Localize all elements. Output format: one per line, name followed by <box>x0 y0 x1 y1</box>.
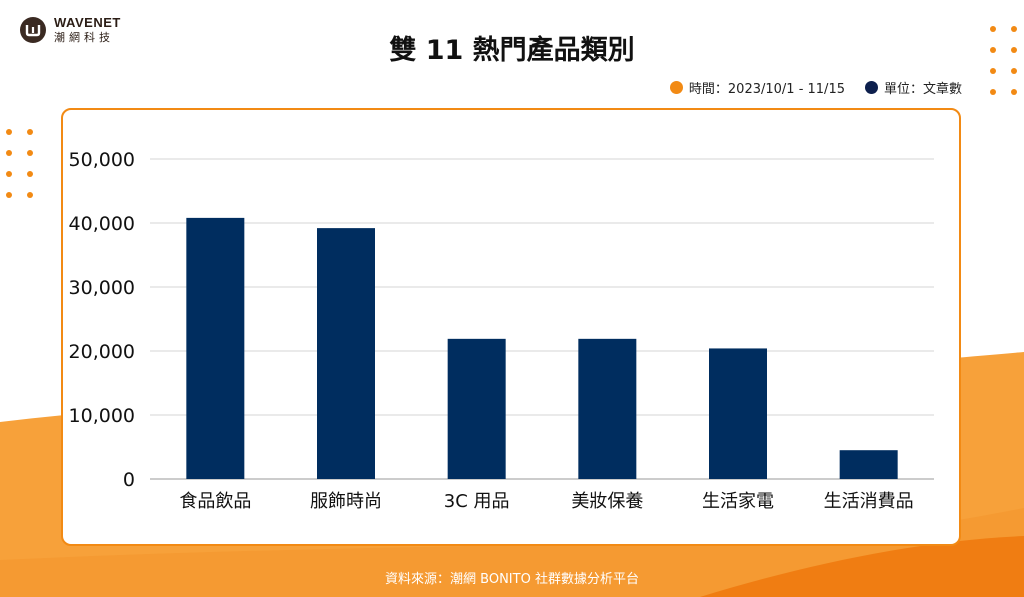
decorative-dots-right <box>990 26 1017 95</box>
y-tick-label: 40,000 <box>69 213 135 235</box>
y-tick-label: 0 <box>123 469 135 491</box>
y-tick-label: 20,000 <box>69 341 135 363</box>
brand-name: WAVENET <box>54 15 121 30</box>
bar <box>447 338 506 479</box>
chart-title: 雙 11 熱門產品類別 <box>389 35 635 66</box>
bar <box>578 338 637 479</box>
legend: 時間：2023/10/1 - 11/15 單位：文章數 <box>669 78 962 97</box>
decorative-dots-left <box>6 129 33 198</box>
legend-time-dot <box>669 81 683 94</box>
legend-time-label: 時間：2023/10/1 - 11/15 <box>688 82 845 97</box>
x-tick-label: 生活消費品 <box>824 491 914 512</box>
x-tick-label: 食品飲品 <box>179 491 251 512</box>
y-tick-label: 10,000 <box>69 405 135 427</box>
y-tick-label: 30,000 <box>69 277 135 299</box>
x-tick-label: 美妝保養 <box>571 491 643 512</box>
legend-unit-label: 單位：文章數 <box>883 82 962 97</box>
x-tick-label: 服飾時尚 <box>310 491 382 512</box>
bar <box>839 450 898 479</box>
source-footer: 資料來源：潮網 BONITO 社群數據分析平台 <box>385 572 639 587</box>
brand-subtitle: 潮網科技 <box>54 31 114 44</box>
bar <box>186 217 245 479</box>
x-tick-label: 生活家電 <box>702 491 774 512</box>
bar-chart: 0 10,000 20,000 30,000 40,000 50,000 食品飲品 服飾時尚 3… <box>69 149 934 512</box>
chart-card: 0 10,000 20,000 30,000 40,000 50,000 食品飲品 服飾時尚 3… <box>61 108 961 546</box>
legend-unit-dot <box>864 81 878 94</box>
brand-logo: WAVENET 潮網科技 <box>20 16 121 43</box>
wavenet-logo-icon <box>20 16 46 43</box>
x-tick-label: 3C 用品 <box>444 491 510 512</box>
bar <box>317 228 375 479</box>
bar <box>709 348 767 479</box>
y-tick-label: 50,000 <box>69 149 135 171</box>
